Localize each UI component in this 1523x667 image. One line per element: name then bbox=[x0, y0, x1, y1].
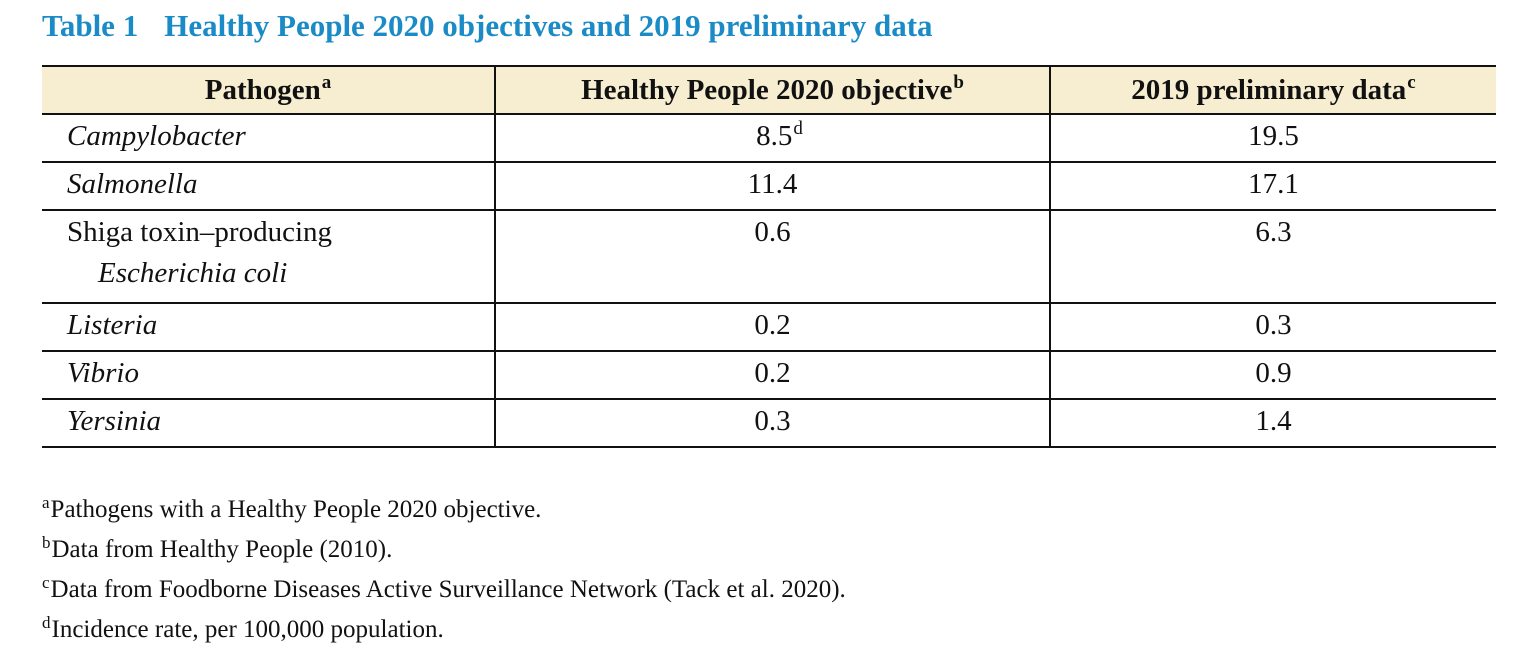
column-header-pathogen: Pathogena bbox=[42, 65, 495, 115]
pathogen-cell: Salmonella bbox=[42, 162, 495, 211]
table-row: Yersinia 0.3 1.4 bbox=[42, 399, 1496, 448]
footnote-text: Data from Foodborne Diseases Active Surv… bbox=[50, 576, 846, 603]
footnote-mark: b bbox=[42, 533, 51, 552]
table-number: Table 1 bbox=[42, 8, 139, 43]
footnote-mark: d bbox=[42, 613, 51, 632]
footnotes: aPathogens with a Healthy People 2020 ob… bbox=[42, 490, 846, 650]
footnote-mark: b bbox=[953, 71, 964, 93]
footnote: bData from Healthy People (2010). bbox=[42, 530, 846, 570]
preliminary-cell: 19.5 bbox=[1049, 114, 1496, 163]
table-row: Campylobacter 8.5d 19.5 bbox=[42, 114, 1496, 163]
preliminary-cell: 6.3 bbox=[1049, 210, 1496, 304]
table-row: Salmonella 11.4 17.1 bbox=[42, 162, 1496, 211]
objective-cell: 0.3 bbox=[494, 399, 1050, 448]
pathogen-cell: Yersinia bbox=[42, 399, 495, 448]
footnote-text: Incidence rate, per 100,000 population. bbox=[51, 616, 444, 643]
preliminary-cell: 1.4 bbox=[1049, 399, 1496, 448]
table-row: Listeria 0.2 0.3 bbox=[42, 303, 1496, 352]
data-table: Pathogena Healthy People 2020 objectiveb… bbox=[42, 65, 1496, 448]
pathogen-cell: Vibrio bbox=[42, 351, 495, 400]
pathogen-cell: Shiga toxin–producing Escherichia coli bbox=[42, 210, 495, 304]
footnote-text: Pathogens with a Healthy People 2020 obj… bbox=[50, 496, 542, 523]
preliminary-cell: 0.9 bbox=[1049, 351, 1496, 400]
footnote-mark: d bbox=[793, 118, 803, 139]
preliminary-cell: 0.3 bbox=[1049, 303, 1496, 352]
column-header-preliminary: 2019 preliminary datac bbox=[1049, 65, 1496, 115]
footnote: aPathogens with a Healthy People 2020 ob… bbox=[42, 490, 846, 530]
objective-cell: 11.4 bbox=[494, 162, 1050, 211]
table-header-row: Pathogena Healthy People 2020 objectiveb… bbox=[42, 65, 1496, 115]
objective-cell: 0.2 bbox=[494, 303, 1050, 352]
footnote-mark: c bbox=[42, 573, 50, 592]
footnote-text: Data from Healthy People (2010). bbox=[51, 536, 393, 563]
pathogen-cell: Listeria bbox=[42, 303, 495, 352]
objective-cell: 0.2 bbox=[494, 351, 1050, 400]
table-title: Table 1 Healthy People 2020 objectives an… bbox=[42, 8, 933, 44]
footnote: cData from Foodborne Diseases Active Sur… bbox=[42, 570, 846, 610]
objective-cell: 8.5d bbox=[494, 114, 1050, 163]
footnote-mark: c bbox=[1407, 71, 1416, 93]
pathogen-cell: Campylobacter bbox=[42, 114, 495, 163]
footnote: dIncidence rate, per 100,000 population. bbox=[42, 610, 846, 650]
footnote-mark: a bbox=[42, 493, 50, 512]
footnote-mark: a bbox=[321, 71, 332, 93]
table-row: Vibrio 0.2 0.9 bbox=[42, 351, 1496, 400]
column-header-objective: Healthy People 2020 objectiveb bbox=[494, 65, 1050, 115]
preliminary-cell: 17.1 bbox=[1049, 162, 1496, 211]
table-title-text: Healthy People 2020 objectives and 2019 … bbox=[164, 8, 933, 43]
table-row: Shiga toxin–producing Escherichia coli 0.… bbox=[42, 210, 1496, 304]
objective-cell: 0.6 bbox=[494, 210, 1050, 304]
